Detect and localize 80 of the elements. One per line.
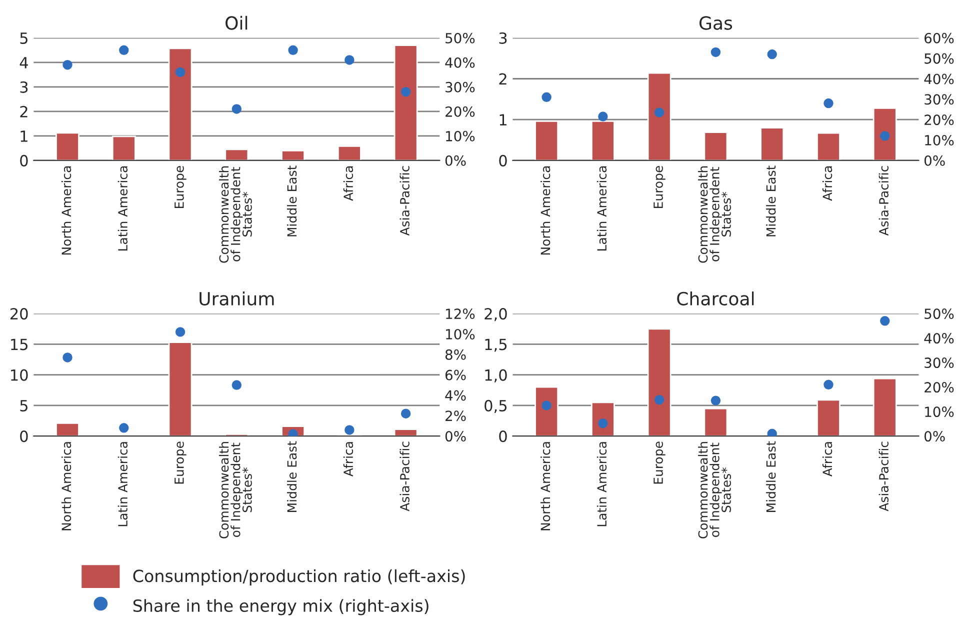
y2-tick-label: 0%	[445, 155, 466, 166]
x-tick-label: Latin America	[118, 166, 128, 251]
chart-title: Uranium	[200, 292, 274, 306]
x-tick-label: Commonwealth of Independent States*	[698, 442, 731, 538]
y-tick-label: 3	[499, 32, 507, 44]
y2-tick-label: 30%	[924, 94, 954, 105]
x-tick-label: Europe	[654, 442, 666, 484]
y-tick-label: 1	[20, 130, 28, 142]
y2-tick-label: 40%	[445, 57, 475, 68]
y-tick-label: 2	[20, 106, 28, 118]
x-tick-label: Middle East	[287, 441, 297, 512]
x-tick-label: North America	[61, 442, 72, 530]
x-tick-label: Africa	[822, 442, 832, 476]
x-tick-label: Europe	[174, 442, 186, 484]
x-tick-label: Commonwealth of Independent States*	[218, 442, 252, 538]
x-tick-label: Asia-Pacific	[400, 166, 410, 236]
y-tick-label: 5	[20, 400, 28, 412]
y2-tick-label: 4%	[445, 390, 466, 401]
y-tick-label: 1,5	[485, 338, 507, 352]
x-tick-label: Middle East	[766, 166, 776, 236]
chart-title: Charcoal	[677, 292, 754, 306]
y-tick-label: 10	[11, 369, 28, 381]
x-tick-label: Europe	[654, 166, 666, 208]
chart-title: Oil	[226, 16, 248, 30]
legend-label: Share in the energy mix (right-axis)	[133, 599, 428, 616]
y2-tick-label: 12%	[446, 308, 475, 320]
y-tick-label: 15	[11, 338, 28, 350]
x-tick-label: Middle East	[766, 441, 776, 512]
y-tick-label: 2,0	[484, 308, 507, 322]
x-tick-label: Commonwealth of Independent States*	[218, 166, 252, 263]
y2-tick-label: 0%	[445, 431, 466, 442]
x-tick-label: Africa	[343, 166, 354, 201]
y2-tick-label: 20%	[924, 114, 954, 126]
y-tick-label: 1	[500, 114, 506, 126]
x-tick-label: Asia-Pacific	[878, 442, 889, 512]
y2-tick-label: 6%	[445, 370, 466, 380]
y-tick-label: 0	[20, 430, 28, 442]
x-tick-label: Africa	[822, 166, 832, 201]
y2-tick-label: 50%	[924, 308, 954, 320]
y2-tick-label: 10%	[446, 130, 475, 142]
y2-tick-label: 8%	[445, 349, 466, 360]
x-tick-label: Latin America	[596, 166, 607, 251]
y2-tick-label: 10%	[446, 328, 475, 340]
y-tick-label: 0	[499, 430, 507, 442]
x-tick-label: Latin America	[596, 442, 607, 526]
y-tick-label: 5	[20, 32, 28, 44]
y2-tick-label: 40%	[924, 74, 954, 84]
y-tick-label: 2	[499, 73, 506, 85]
x-tick-label: Middle East	[287, 166, 297, 236]
x-tick-label: North America	[540, 442, 550, 530]
y2-tick-label: 2%	[446, 410, 466, 422]
x-tick-label: Latin America	[118, 442, 128, 526]
y-tick-label: 20	[10, 308, 28, 320]
x-tick-label: Asia-Pacific	[400, 442, 410, 512]
y2-tick-label: 20%	[924, 382, 954, 393]
y2-tick-label: 0%	[924, 431, 945, 442]
y2-tick-label: 10%	[925, 406, 954, 418]
y-tick-label: 0	[20, 154, 28, 166]
y2-tick-label: 50%	[924, 53, 954, 64]
legend-label: Consumption/production ratio (left-axis)	[133, 569, 465, 586]
x-tick-label: Europe	[174, 166, 186, 208]
y2-tick-label: 60%	[924, 32, 954, 44]
x-tick-label: Africa	[343, 442, 354, 476]
y2-tick-label: 50%	[446, 32, 475, 44]
y-tick-label: 0,5	[484, 400, 507, 414]
y-tick-label: 1,0	[485, 369, 507, 382]
y-tick-label: 3	[20, 81, 28, 93]
y2-tick-label: 30%	[446, 82, 475, 92]
x-tick-label: North America	[61, 166, 72, 255]
x-tick-label: Commonwealth of Independent States*	[698, 166, 731, 263]
x-tick-label: Asia-Pacific	[878, 166, 889, 236]
y2-tick-label: 0%	[924, 155, 945, 166]
y-tick-label: 4	[20, 57, 28, 68]
chart-title: Gas	[700, 16, 732, 30]
y2-tick-label: 40%	[924, 333, 954, 344]
y2-tick-label: 20%	[446, 106, 475, 117]
y2-tick-label: 10%	[925, 134, 954, 146]
x-tick-label: North America	[540, 166, 550, 255]
y2-tick-label: 30%	[924, 358, 954, 368]
y-tick-label: 0	[499, 154, 507, 166]
